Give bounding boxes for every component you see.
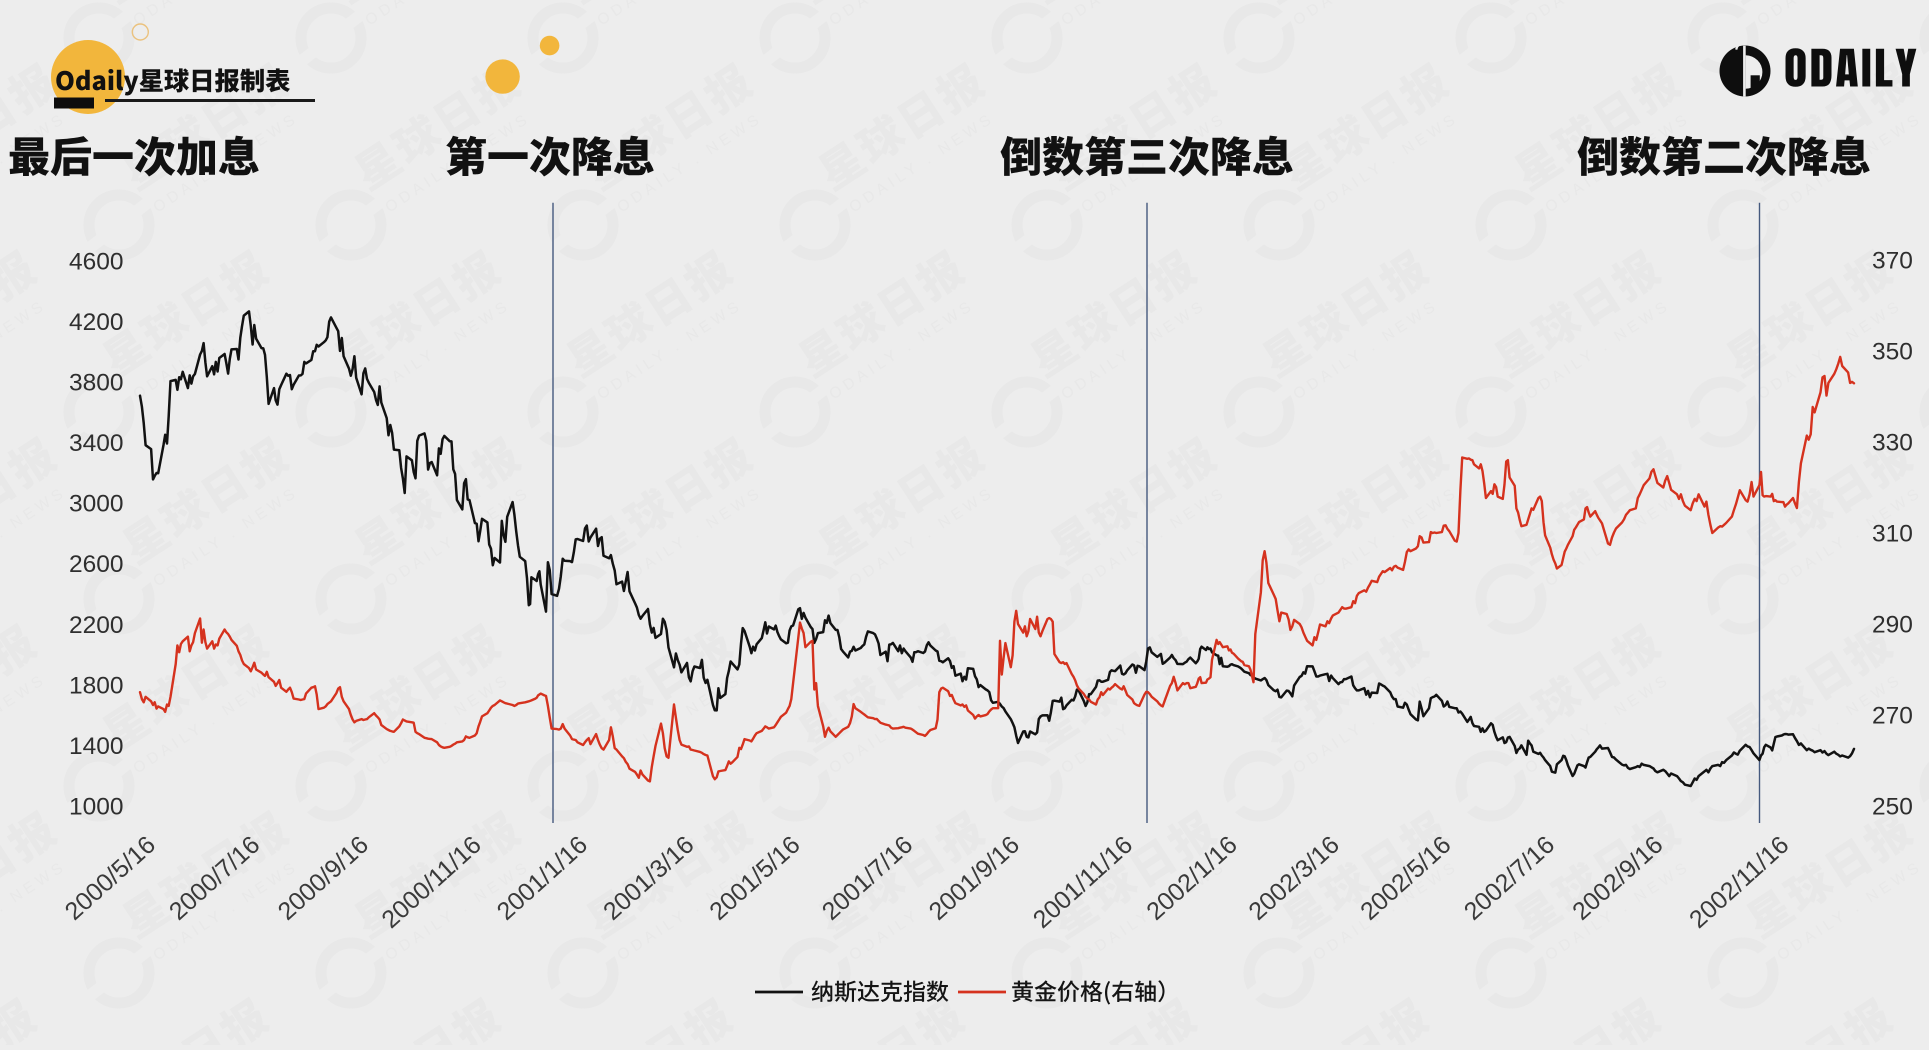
svg-text:1000: 1000: [69, 793, 124, 820]
svg-text:350: 350: [1872, 339, 1913, 366]
svg-text:1400: 1400: [69, 733, 124, 760]
svg-text:1800: 1800: [69, 672, 124, 699]
svg-text:2600: 2600: [69, 551, 124, 578]
svg-text:270: 270: [1872, 703, 1913, 730]
svg-text:310: 310: [1872, 521, 1913, 548]
svg-text:4200: 4200: [69, 309, 124, 336]
svg-text:2200: 2200: [69, 612, 124, 639]
svg-text:3800: 3800: [69, 370, 124, 397]
svg-text:330: 330: [1872, 430, 1913, 457]
svg-text:3400: 3400: [69, 430, 124, 457]
svg-text:370: 370: [1872, 248, 1913, 275]
svg-text:290: 290: [1872, 612, 1913, 639]
svg-text:250: 250: [1872, 794, 1913, 821]
svg-text:4600: 4600: [69, 249, 124, 276]
svg-text:3000: 3000: [69, 491, 124, 518]
